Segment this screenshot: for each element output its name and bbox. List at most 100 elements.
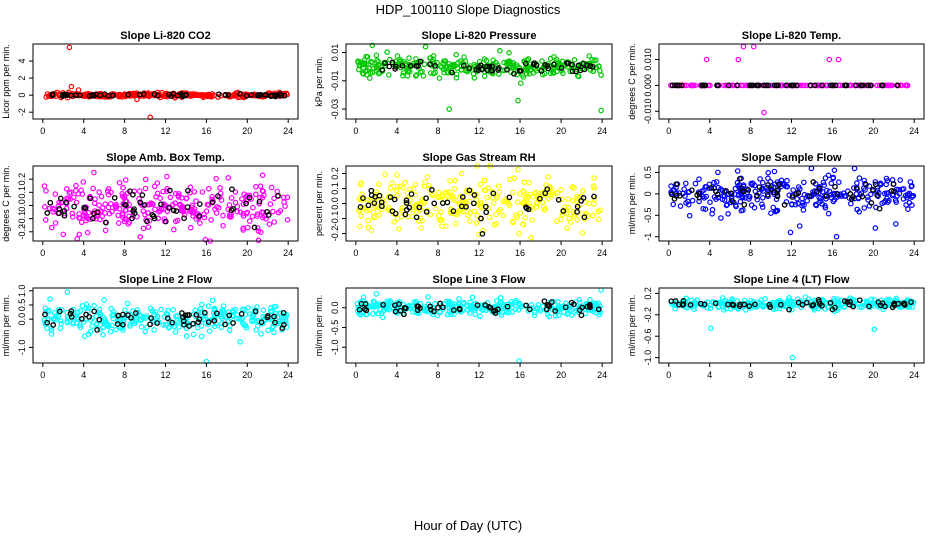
data-point bbox=[533, 204, 540, 211]
outlier-point bbox=[835, 56, 842, 63]
data-point bbox=[120, 184, 126, 191]
data-point bbox=[847, 200, 854, 207]
data-point bbox=[862, 187, 868, 193]
data-point bbox=[825, 210, 832, 217]
data-point bbox=[526, 179, 532, 186]
data-point bbox=[206, 328, 213, 334]
data-point bbox=[691, 306, 697, 313]
selected-point bbox=[581, 214, 588, 221]
data-point bbox=[108, 189, 114, 196]
selected-point bbox=[850, 303, 857, 310]
data-point bbox=[122, 177, 129, 183]
selected-point bbox=[71, 203, 77, 210]
data-point bbox=[122, 307, 128, 313]
data-point bbox=[91, 200, 98, 207]
data-points bbox=[41, 169, 291, 244]
selected-point bbox=[251, 224, 258, 231]
data-point bbox=[170, 306, 177, 313]
outlier-point bbox=[446, 106, 453, 112]
selected-point bbox=[466, 187, 473, 194]
selected-point bbox=[702, 82, 709, 89]
x-tick-label: 20 bbox=[868, 248, 878, 258]
selected-point bbox=[482, 203, 489, 210]
data-point bbox=[198, 323, 205, 329]
outlier-point bbox=[202, 236, 209, 243]
selected-point bbox=[809, 302, 815, 309]
selected-point bbox=[122, 201, 128, 208]
selected-point bbox=[581, 66, 588, 73]
data-point bbox=[453, 51, 460, 58]
data-point bbox=[172, 200, 178, 206]
data-point bbox=[218, 197, 225, 203]
data-point bbox=[835, 301, 842, 307]
outlier-point bbox=[826, 56, 833, 63]
selected-point bbox=[96, 316, 103, 323]
data-points bbox=[356, 163, 604, 241]
y-tick-label: 0.000 bbox=[643, 74, 653, 97]
y-tick-label: -0.2 bbox=[643, 307, 653, 323]
selected-point bbox=[765, 82, 771, 89]
data-point bbox=[568, 302, 574, 309]
data-point bbox=[881, 190, 888, 197]
y-tick-label: 4 bbox=[17, 59, 27, 64]
selected-point bbox=[908, 299, 914, 305]
selected-point bbox=[280, 309, 287, 316]
data-point bbox=[821, 182, 828, 188]
selected-point bbox=[211, 317, 218, 324]
panel-3: Slope Amb. Box Temp. degrees C per min. 0 4… bbox=[1, 152, 299, 258]
data-point bbox=[425, 294, 431, 300]
data-point bbox=[448, 311, 454, 318]
data-point bbox=[269, 324, 276, 331]
data-point bbox=[102, 227, 109, 234]
data-point bbox=[457, 58, 464, 65]
x-tick-label: 4 bbox=[394, 126, 399, 136]
outlier-point bbox=[715, 169, 721, 176]
data-point bbox=[854, 180, 860, 186]
data-point bbox=[90, 185, 96, 192]
selected-point bbox=[560, 208, 567, 214]
selected-point bbox=[504, 303, 511, 310]
data-point bbox=[686, 212, 693, 219]
outlier-point bbox=[833, 233, 840, 240]
selected-point bbox=[552, 308, 558, 314]
data-point bbox=[109, 312, 115, 319]
selected-point bbox=[460, 62, 467, 69]
data-point bbox=[481, 73, 488, 80]
data-point bbox=[427, 70, 434, 76]
selected-point bbox=[545, 65, 552, 72]
data-point bbox=[521, 179, 528, 186]
data-point bbox=[190, 331, 197, 338]
x-tick-label: 0 bbox=[666, 248, 671, 258]
data-point bbox=[239, 320, 246, 326]
data-point bbox=[83, 214, 90, 221]
data-point bbox=[773, 207, 780, 214]
data-point bbox=[851, 165, 858, 172]
data-point bbox=[369, 59, 376, 66]
data-point bbox=[104, 188, 111, 195]
data-point bbox=[116, 180, 123, 186]
selected-point bbox=[853, 82, 859, 89]
selected-point bbox=[900, 300, 907, 307]
data-point bbox=[212, 323, 218, 330]
selected-point bbox=[382, 60, 388, 66]
x-tick-label: 16 bbox=[515, 370, 525, 380]
selected-point bbox=[440, 304, 446, 311]
data-point bbox=[789, 201, 795, 208]
data-point bbox=[494, 193, 501, 199]
data-point bbox=[275, 209, 282, 216]
selected-point bbox=[786, 306, 792, 313]
data-point bbox=[241, 191, 248, 198]
y-axis-label: ml/min per min. bbox=[314, 295, 324, 357]
data-point bbox=[473, 220, 480, 227]
data-point bbox=[199, 91, 206, 98]
data-point bbox=[576, 299, 583, 306]
data-point bbox=[720, 307, 727, 313]
data-point bbox=[196, 92, 203, 98]
data-point bbox=[834, 194, 840, 201]
outlier-point bbox=[480, 227, 486, 234]
data-point bbox=[670, 201, 677, 208]
x-tick-label: 20 bbox=[556, 126, 566, 136]
data-point bbox=[765, 169, 772, 176]
selected-point bbox=[578, 312, 585, 319]
selected-point bbox=[120, 311, 126, 318]
